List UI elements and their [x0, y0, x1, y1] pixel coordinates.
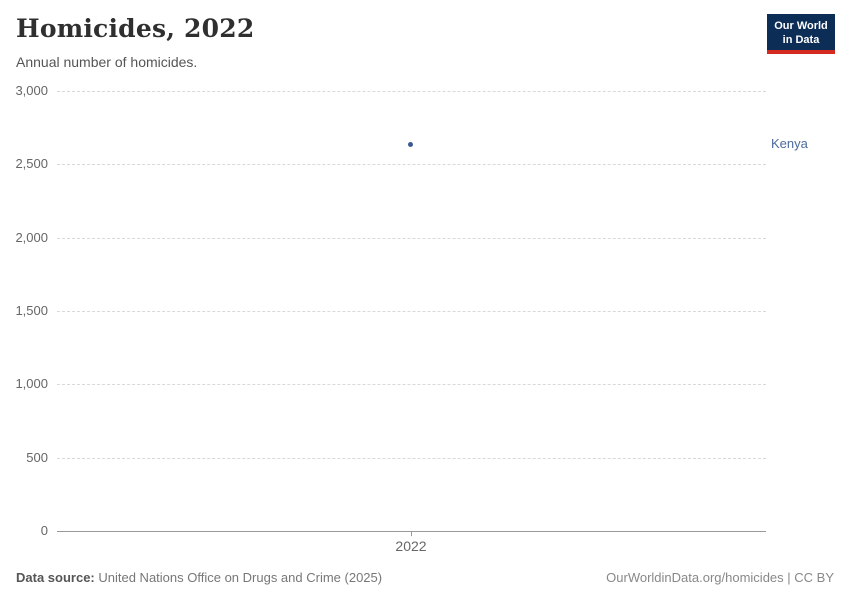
y-tick-label: 1,000: [15, 376, 48, 391]
x-tick-mark: [411, 531, 412, 536]
gridline-1000: [57, 384, 766, 385]
chart-subtitle: Annual number of homicides.: [16, 54, 198, 70]
owid-logo-line2: in Data: [782, 34, 820, 47]
page-title: Homicides, 2022: [16, 14, 255, 43]
data-source-note: Data source: United Nations Office on Dr…: [16, 570, 382, 585]
gridline-500: [57, 458, 766, 459]
data-source-label: Data source:: [16, 570, 95, 585]
gridline-1500: [57, 311, 766, 312]
owid-logo-line1: Our World: [774, 20, 828, 32]
y-tick-label: 3,000: [15, 83, 48, 98]
owid-logo[interactable]: Our World in Data: [767, 14, 835, 54]
owid-link[interactable]: OurWorldinData.org/homicides | CC BY: [606, 570, 834, 585]
y-tick-label: 2,500: [15, 156, 48, 171]
data-point-kenya[interactable]: [408, 142, 413, 147]
gridline-2500: [57, 164, 766, 165]
y-tick-label: 500: [26, 450, 48, 465]
y-tick-label: 2,000: [15, 230, 48, 245]
x-tick-label: 2022: [395, 538, 427, 554]
entity-label-kenya[interactable]: Kenya: [771, 136, 808, 151]
y-tick-label: 0: [40, 523, 48, 538]
y-tick-label: 1,500: [15, 303, 48, 318]
gridline-2000: [57, 238, 766, 239]
data-source-value: United Nations Office on Drugs and Crime…: [94, 570, 383, 585]
gridline-3000: [57, 91, 766, 92]
